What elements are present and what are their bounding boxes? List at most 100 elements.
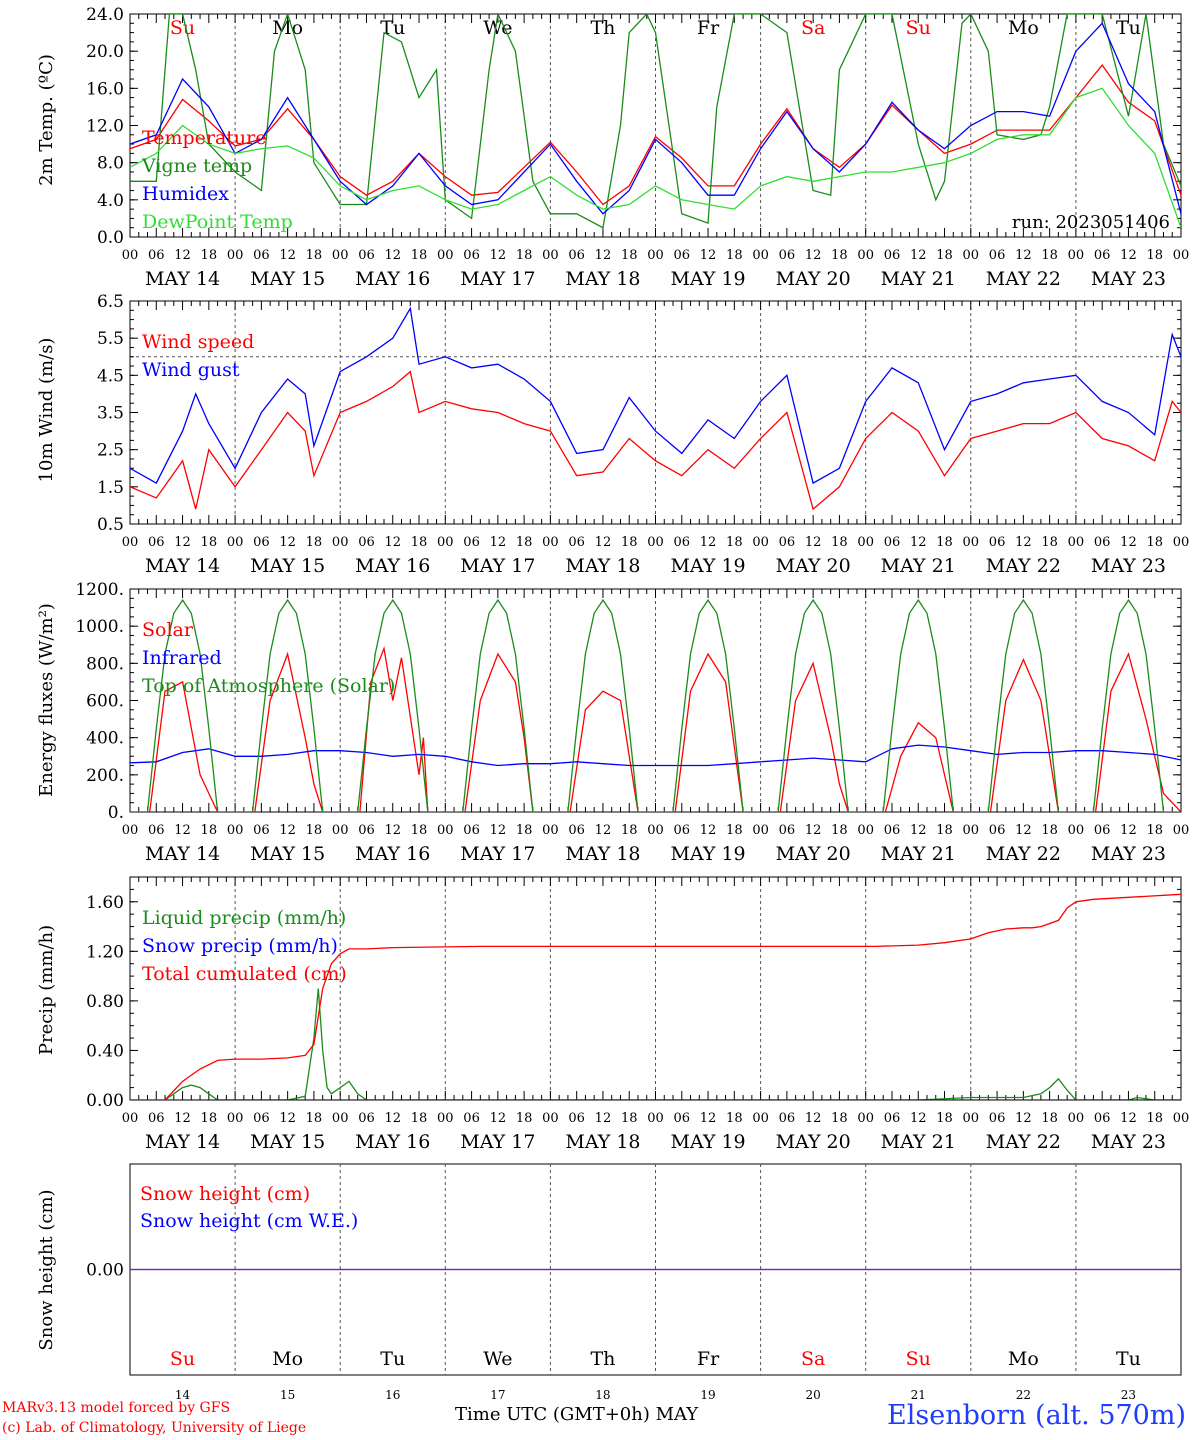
x-hour-label: 00: [857, 248, 874, 263]
x-hour-label: 00: [122, 535, 139, 550]
x-hour-label: 06: [358, 248, 375, 263]
x-hour-label: 06: [674, 1111, 691, 1126]
x-hour-label: 12: [595, 823, 612, 838]
x-hour-label: 06: [253, 1111, 270, 1126]
day-abbr-label: Sa: [801, 1348, 825, 1370]
y-tick-label: 200.: [86, 766, 124, 786]
x-date-label: MAY 14: [145, 1131, 220, 1153]
x-hour-label: 18: [201, 1111, 218, 1126]
x-date-label: MAY 23: [1091, 1131, 1166, 1153]
x-hour-label: 18: [726, 823, 743, 838]
y-axis-label: 10m Wind (m/s): [36, 338, 57, 483]
x-day-number: 22: [1016, 1388, 1031, 1402]
series-line-cumulated: [130, 893, 1181, 1100]
x-hour-label: 00: [1068, 535, 1085, 550]
x-hour-label: 18: [411, 1111, 428, 1126]
x-hour-label: 12: [805, 1111, 822, 1126]
x-hour-label: 18: [726, 535, 743, 550]
x-hour-label: 18: [621, 248, 638, 263]
x-date-label: MAY 19: [670, 268, 745, 290]
x-hour-label: 18: [1041, 248, 1058, 263]
x-hour-label: 06: [989, 535, 1006, 550]
day-abbr-label: Sa: [801, 17, 825, 39]
x-hour-label: 18: [201, 823, 218, 838]
x-date-label: MAY 15: [250, 843, 325, 865]
x-date-label: MAY 19: [670, 1131, 745, 1153]
x-hour-label: 00: [437, 535, 454, 550]
x-hour-label: 06: [568, 1111, 585, 1126]
x-hour-label: 06: [884, 248, 901, 263]
x-day-number: 14: [175, 1388, 191, 1402]
x-hour-label: 00: [963, 535, 980, 550]
y-tick-label: 1.20: [86, 942, 124, 962]
x-date-label: MAY 16: [355, 555, 430, 577]
x-hour-label: 00: [437, 248, 454, 263]
x-hour-label: 06: [358, 1111, 375, 1126]
x-hour-label: 06: [568, 823, 585, 838]
x-hour-label: 12: [910, 823, 927, 838]
panel-3: 0. 200. 400. 600. 800. 1000. 1200. Energy fluxe…: [36, 580, 1189, 865]
panel-5: 0.00 Snow height (cm) Su 14 Mo 15 Tu 16 We 17 Th 18…: [36, 1163, 1182, 1402]
x-hour-label: 18: [621, 1111, 638, 1126]
x-date-label: MAY 16: [355, 268, 430, 290]
x-hour-label: 06: [884, 1111, 901, 1126]
run-label: run: 2023051406: [1012, 212, 1170, 233]
x-date-label: MAY 23: [1091, 268, 1166, 290]
x-hour-label: 12: [700, 535, 717, 550]
x-hour-label: 12: [279, 823, 296, 838]
x-hour-label: 06: [989, 248, 1006, 263]
x-hour-label: 18: [936, 535, 953, 550]
legend-snow_precip: Snow precip (mm/h): [142, 935, 338, 957]
x-hour-label: 06: [674, 248, 691, 263]
x-hour-label: 12: [279, 1111, 296, 1126]
x-hour-label: 00: [1068, 823, 1085, 838]
day-abbr-label: Su: [906, 1348, 931, 1370]
x-date-label: MAY 17: [460, 268, 535, 290]
x-hour-label: 18: [411, 248, 428, 263]
x-hour-label: 18: [1146, 535, 1163, 550]
y-tick-label: 0.00: [86, 1091, 124, 1111]
legend-humidex: Humidex: [142, 183, 229, 205]
x-hour-label: 18: [831, 248, 848, 263]
x-hour-label: 06: [779, 535, 796, 550]
x-hour-label: 06: [989, 823, 1006, 838]
x-hour-label: 00: [1068, 1111, 1085, 1126]
y-tick-label: 1.5: [97, 478, 124, 498]
y-axis-label: 2m Temp. (ºC): [36, 54, 57, 186]
series-line-dewpoint: [130, 87, 1181, 228]
x-hour-label: 06: [568, 248, 585, 263]
x-hour-label: 12: [1120, 248, 1137, 263]
x-hour-label: 18: [1146, 823, 1163, 838]
y-tick-label: 5.5: [97, 329, 124, 349]
x-date-label: MAY 18: [565, 555, 640, 577]
x-day-number: 21: [911, 1388, 926, 1402]
day-abbr-label: We: [483, 1348, 512, 1370]
x-hour-label: 06: [884, 823, 901, 838]
x-hour-label: 12: [910, 535, 927, 550]
x-date-label: MAY 23: [1091, 843, 1166, 865]
legend-snow_height: Snow height (cm): [140, 1183, 310, 1205]
x-hour-label: 00: [227, 248, 244, 263]
panel-1: 0.0 4.0 8.0 12.0 16.0 20.0 24.0 2m Temp. (ºC) 00…: [36, 5, 1189, 290]
x-hour-label: 12: [595, 1111, 612, 1126]
x-axis-title: Time UTC (GMT+0h) MAY: [455, 1404, 699, 1425]
x-hour-label: 12: [279, 535, 296, 550]
y-tick-label: 16.0: [86, 79, 124, 99]
x-hour-label: 12: [1120, 823, 1137, 838]
lab-credit: (c) Lab. of Climatology, University of L…: [2, 1420, 307, 1436]
x-hour-label: 06: [463, 1111, 480, 1126]
x-hour-label: 00: [122, 1111, 139, 1126]
x-hour-label: 06: [358, 535, 375, 550]
x-hour-label: 18: [621, 535, 638, 550]
x-hour-label: 00: [1173, 248, 1190, 263]
x-hour-label: 18: [936, 823, 953, 838]
x-day-number: 18: [595, 1388, 610, 1402]
day-abbr-label: Su: [170, 17, 195, 39]
x-hour-label: 00: [227, 823, 244, 838]
x-hour-label: 12: [490, 535, 507, 550]
legend-vigne: Vigne temp: [141, 155, 252, 177]
x-hour-label: 18: [1041, 1111, 1058, 1126]
x-hour-label: 18: [306, 248, 323, 263]
x-hour-label: 12: [174, 248, 191, 263]
